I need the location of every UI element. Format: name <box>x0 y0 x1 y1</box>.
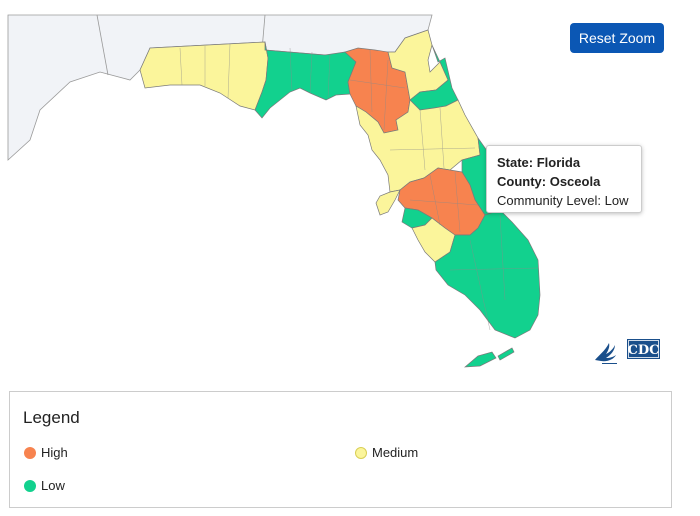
cdc-logo-inner <box>628 340 659 358</box>
county-region[interactable] <box>254 41 357 119</box>
county-region[interactable] <box>139 41 269 111</box>
county-tooltip: State: Florida County: Osceola Community… <box>486 145 642 213</box>
county-borders <box>179 43 539 331</box>
legend-dot-low <box>24 479 36 492</box>
state-boundary-line <box>96 14 109 76</box>
legend-label-medium: Medium <box>372 445 419 460</box>
hhs-eagle-icon <box>595 343 617 364</box>
map-area[interactable]: Reset Zoom State: Florida County: Osceol… <box>0 0 700 380</box>
tooltip-state: State: Florida <box>497 155 581 170</box>
tooltip-community-level: Community Level: Low <box>497 193 629 208</box>
reset-zoom-button[interactable]: Reset Zoom <box>570 23 664 53</box>
legend-item-medium[interactable]: Medium <box>355 445 418 460</box>
legend-label-low: Low <box>41 478 65 493</box>
county-region[interactable] <box>497 347 515 361</box>
tooltip-county: County: Osceola <box>497 174 601 189</box>
legend-panel: Legend High Medium Low <box>9 391 672 508</box>
legend-label-high: High <box>41 445 68 460</box>
legend-dot-high <box>24 446 36 459</box>
cdc-logo-box <box>627 339 660 359</box>
legend-title: Legend <box>23 408 80 427</box>
cdc-logo-text: CDC <box>628 343 660 358</box>
legend-item-low[interactable]: Low <box>24 478 65 493</box>
cdc-logo: CDC <box>595 339 660 364</box>
legend-dot-medium <box>355 446 367 459</box>
county-region[interactable] <box>375 189 401 216</box>
county-region[interactable] <box>463 351 497 368</box>
county-region[interactable] <box>434 209 541 339</box>
legend-item-high[interactable]: High <box>24 445 68 460</box>
